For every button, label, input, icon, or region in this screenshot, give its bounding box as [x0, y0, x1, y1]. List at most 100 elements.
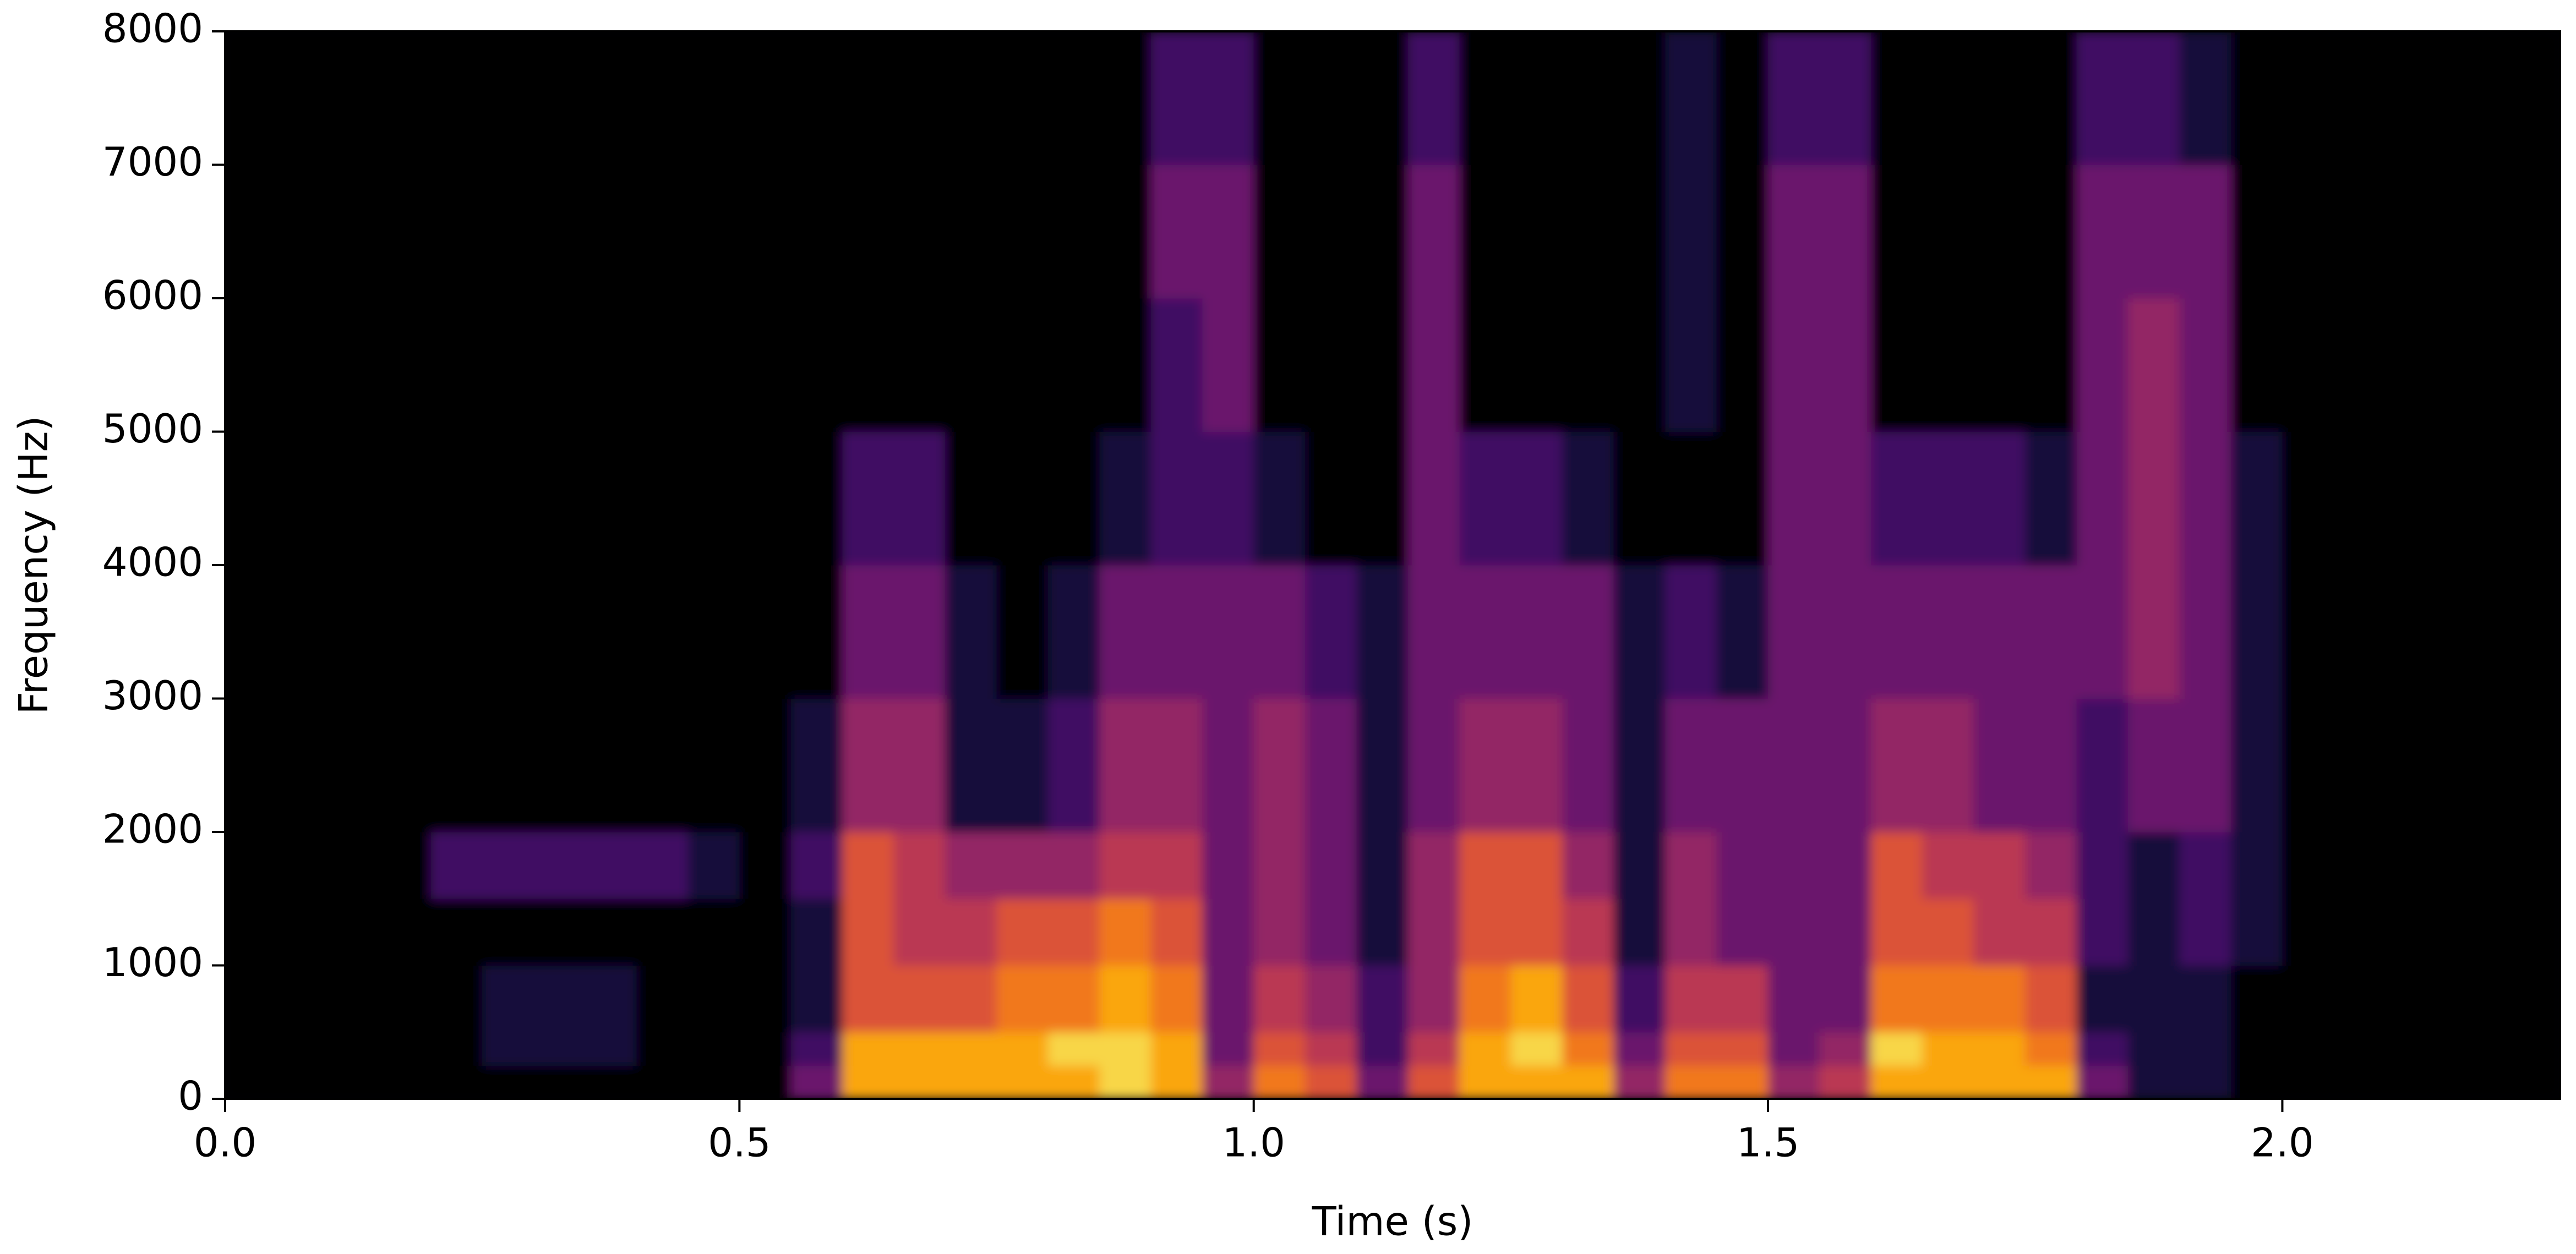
spectrogram-cell [1356, 298, 1409, 432]
spectrogram-cell [1870, 565, 1923, 699]
spectrogram-cell [2436, 698, 2488, 833]
spectrogram-cell [790, 1032, 843, 1066]
spectrogram-cell [276, 1032, 329, 1066]
spectrogram-cell [636, 832, 689, 899]
spectrogram-cell [2179, 899, 2231, 966]
spectrogram-cell [585, 1032, 637, 1066]
spectrogram-cell [328, 965, 380, 1033]
spectrogram-cell [585, 298, 637, 432]
spectrogram-cell [1716, 165, 1769, 299]
spectrogram-cell [1099, 698, 1151, 833]
spectrogram-cell [2436, 965, 2488, 1033]
spectrogram-cell [1150, 698, 1203, 833]
spectrogram-cell [2282, 565, 2334, 699]
spectrogram-cell [2128, 965, 2180, 1033]
spectrogram-cell [1202, 1065, 1254, 1099]
spectrogram-cell [1253, 431, 1306, 566]
spectrogram-cell [1202, 31, 1254, 165]
spectrogram-cell [2025, 1032, 2077, 1066]
spectrogram-cell [2436, 832, 2488, 899]
spectrogram-cell [687, 165, 740, 299]
spectrogram-cell [1356, 31, 1409, 165]
spectrogram-cell [842, 165, 894, 299]
spectrogram-cell [739, 565, 792, 699]
heatmap [225, 31, 2560, 1099]
spectrogram-cell [687, 1065, 740, 1099]
spectrogram-cell [945, 1032, 997, 1066]
spectrogram-cell [225, 1065, 277, 1099]
spectrogram-cell [739, 431, 792, 566]
spectrogram-cell [2333, 1032, 2386, 1066]
spectrogram-cell [1305, 431, 1357, 566]
spectrogram-cell [2539, 165, 2560, 299]
spectrogram-cell [2539, 565, 2560, 699]
spectrogram-cell [276, 565, 329, 699]
spectrogram-cell [2025, 565, 2077, 699]
spectrogram-cell [1562, 565, 1614, 699]
spectrogram-cell [2282, 298, 2334, 432]
spectrogram-cell [945, 832, 997, 899]
spectrogram-cell [1613, 565, 1666, 699]
spectrogram-cell [2385, 298, 2437, 432]
y-tick-label: 6000 [102, 272, 203, 319]
spectrogram-cell [2539, 832, 2560, 899]
spectrogram-cell [1253, 565, 1306, 699]
spectrogram-cell [2282, 965, 2334, 1033]
x-tick-label: 0.5 [708, 1120, 771, 1166]
spectrogram-cell [1459, 698, 1511, 833]
spectrogram-cell [225, 31, 277, 165]
spectrogram-cell [1150, 165, 1203, 299]
spectrogram-cell [2231, 1032, 2283, 1066]
spectrogram-cell [430, 698, 483, 833]
spectrogram-cell [2385, 565, 2437, 699]
y-tick-label: 1000 [102, 939, 203, 985]
spectrogram-cell [842, 832, 894, 899]
spectrogram-cell [1613, 31, 1666, 165]
spectrogram-cell [1510, 832, 1563, 899]
spectrogram-cell [739, 165, 792, 299]
spectrogram-cell [276, 31, 329, 165]
spectrogram-cell [379, 1065, 432, 1099]
spectrogram-cell [1305, 698, 1357, 833]
spectrogram-cell [1305, 298, 1357, 432]
spectrogram-cell [379, 31, 432, 165]
spectrogram-cell [1202, 832, 1254, 899]
spectrogram-cell [2436, 298, 2488, 432]
spectrogram-cell [482, 31, 534, 165]
spectrogram-cell [842, 31, 894, 165]
spectrogram-cell [482, 965, 534, 1033]
spectrogram-cell [2488, 899, 2540, 966]
spectrogram-cell [945, 565, 997, 699]
spectrogram-cell [2231, 832, 2283, 899]
spectrogram-cell [687, 965, 740, 1033]
y-tick-label: 8000 [102, 6, 203, 52]
spectrogram-cell [1150, 31, 1203, 165]
spectrogram-cell [1408, 565, 1460, 699]
spectrogram-cell [687, 1032, 740, 1066]
spectrogram-cell [2282, 431, 2334, 566]
spectrogram-cell [2231, 431, 2283, 566]
spectrogram-cell [1973, 165, 2026, 299]
spectrogram-cell [430, 298, 483, 432]
spectrogram-cell [276, 431, 329, 566]
spectrogram-cell [1047, 698, 1100, 833]
spectrogram-cell [1819, 31, 1871, 165]
spectrogram-cell [1922, 31, 1974, 165]
y-tick-label: 3000 [102, 672, 203, 719]
spectrogram-cell [1305, 165, 1357, 299]
spectrogram-cell [1047, 1065, 1100, 1099]
spectrogram-cell [1562, 1065, 1614, 1099]
spectrogram-cell [2231, 298, 2283, 432]
spectrogram-cell [276, 698, 329, 833]
spectrogram-cell [2025, 899, 2077, 966]
spectrogram-cell [739, 698, 792, 833]
spectrogram-cell [1150, 565, 1203, 699]
spectrogram-cell [585, 431, 637, 566]
spectrogram-cell [2488, 31, 2540, 165]
spectrogram-cell [1459, 431, 1511, 566]
spectrogram-cell [2488, 298, 2540, 432]
spectrogram-cell [1870, 965, 1923, 1033]
spectrogram-cell [996, 899, 1049, 966]
spectrogram-cell [1973, 565, 2026, 699]
spectrogram-cell [2282, 698, 2334, 833]
